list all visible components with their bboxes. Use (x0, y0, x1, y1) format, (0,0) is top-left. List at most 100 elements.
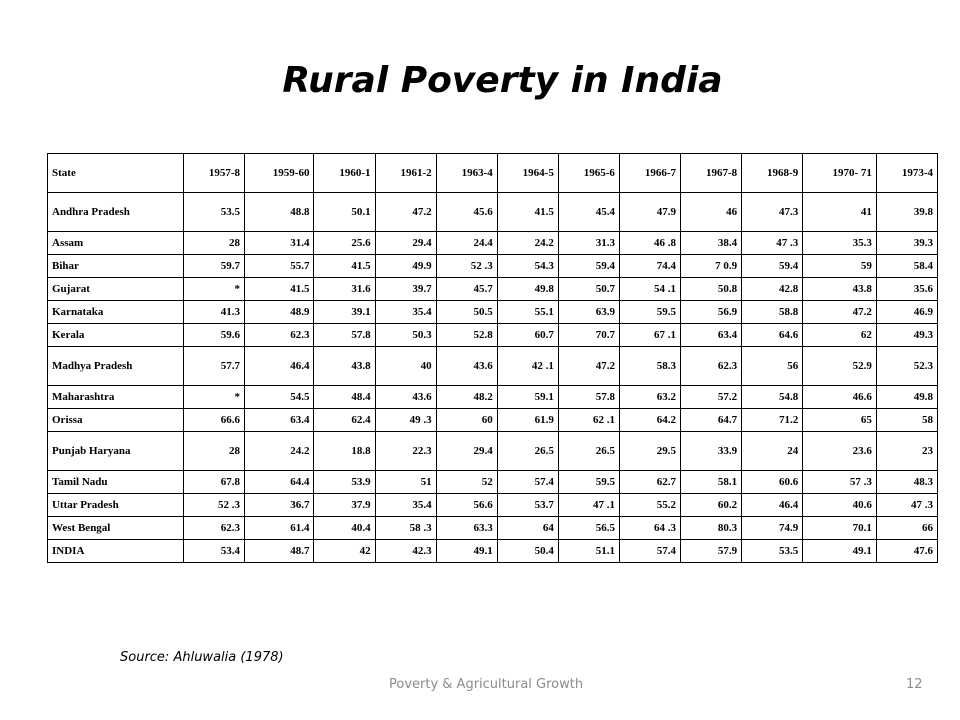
column-header: 1968-9 (741, 153, 804, 193)
column-header: 1967-8 (680, 153, 743, 193)
poverty-value-cell: 31.3 (557, 231, 620, 255)
poverty-value-cell: 48.4 (313, 385, 376, 409)
column-header: 1964-5 (496, 153, 559, 193)
column-header: 1959-60 (244, 153, 315, 193)
table-row: Tamil Nadu 67.8 64.4 53.9 51 52 57.4 59.5 62.7 58… (47, 470, 939, 494)
poverty-value-cell: 57.9 (680, 539, 743, 563)
poverty-value-cell: 60.7 (496, 323, 559, 347)
poverty-value-cell: 58.4 (875, 254, 939, 278)
poverty-value-cell: 47.2 (374, 192, 437, 232)
poverty-value-cell: 49.8 (875, 385, 939, 409)
poverty-value-cell: 35.4 (374, 493, 437, 517)
poverty-value-cell: 31.4 (244, 231, 315, 255)
poverty-value-cell: 46 .8 (618, 231, 682, 255)
state-name-cell: Gujarat (47, 277, 184, 301)
poverty-value-cell: 64.6 (741, 323, 804, 347)
table-body: Andhra Pradesh 53.5 48.8 50.1 47.2 45.6 41.5 45… (47, 192, 939, 563)
poverty-value-cell: 58.3 (618, 346, 682, 386)
poverty-value-cell: 47 .3 (875, 493, 939, 517)
poverty-value-cell: 55.7 (244, 254, 315, 278)
poverty-value-cell: 38.4 (680, 231, 743, 255)
poverty-value-cell: 29.5 (618, 431, 682, 471)
table-row: Gujarat * 41.5 31.6 39.7 45.7 49.8 50.7 54 .1 50.… (47, 277, 939, 301)
poverty-value-cell: 67 .1 (618, 323, 682, 347)
poverty-value-cell: 62 .1 (557, 408, 620, 432)
poverty-value-cell: 42.8 (741, 277, 804, 301)
poverty-value-cell: 54 .1 (618, 277, 682, 301)
poverty-value-cell: 22.3 (374, 431, 437, 471)
poverty-value-cell: 37.9 (313, 493, 376, 517)
source-note: Source: Ahluwalia (1978) (120, 650, 284, 665)
poverty-value-cell: 46.6 (802, 385, 877, 409)
poverty-value-cell: 64 .3 (618, 516, 682, 540)
poverty-value-cell: 29.4 (435, 431, 498, 471)
poverty-value-cell: 48.9 (244, 300, 315, 324)
table-row: INDIA 53.4 48.7 42 42.3 49.1 50.4 51.1 57.4 57.9 5… (47, 539, 939, 563)
poverty-value-cell: 63.4 (244, 408, 315, 432)
state-name-cell: Andhra Pradesh (47, 192, 184, 232)
poverty-value-cell: 57.8 (557, 385, 620, 409)
poverty-value-cell: 53.9 (313, 470, 376, 494)
table-row: Punjab Haryana 28 24.2 18.8 22.3 29.4 26.5 26.5… (47, 431, 939, 471)
table-row: Maharashtra * 54.5 48.4 43.6 48.2 59.1 57.8 63.2… (47, 385, 939, 409)
poverty-value-cell: 62.3 (244, 323, 315, 347)
state-name-cell: INDIA (47, 539, 184, 563)
poverty-value-cell: 62.7 (618, 470, 682, 494)
poverty-value-cell: 39.8 (875, 192, 939, 232)
poverty-value-cell: 54.3 (496, 254, 559, 278)
state-name-cell: West Bengal (47, 516, 184, 540)
table-row: Karnataka 41.3 48.9 39.1 35.4 50.5 55.1 63.9 59.… (47, 300, 939, 324)
poverty-value-cell: 56.9 (680, 300, 743, 324)
poverty-value-cell: 59 (802, 254, 877, 278)
poverty-value-cell: 41.5 (244, 277, 315, 301)
poverty-value-cell: 59.1 (496, 385, 559, 409)
state-name-cell: Uttar Pradesh (47, 493, 184, 517)
poverty-value-cell: 40 (374, 346, 437, 386)
poverty-value-cell: 41.5 (313, 254, 376, 278)
poverty-value-cell: 58 .3 (374, 516, 437, 540)
table-row: Bihar 59.7 55.7 41.5 49.9 52 .3 54.3 59.4 74.4 7 … (47, 254, 939, 278)
poverty-value-cell: 57.2 (680, 385, 743, 409)
column-header: 1965-6 (557, 153, 620, 193)
poverty-value-cell: 59.5 (618, 300, 682, 324)
poverty-value-cell: 56.6 (435, 493, 498, 517)
poverty-value-cell: 35.6 (875, 277, 939, 301)
poverty-value-cell: 46 (680, 192, 743, 232)
poverty-value-cell: 47.2 (802, 300, 877, 324)
poverty-value-cell: 63.9 (557, 300, 620, 324)
poverty-value-cell: 65 (802, 408, 877, 432)
poverty-value-cell: 62 (802, 323, 877, 347)
poverty-value-cell: 64.4 (244, 470, 315, 494)
poverty-value-cell: 43.8 (313, 346, 376, 386)
poverty-value-cell: 47 .3 (741, 231, 804, 255)
poverty-value-cell: 40.6 (802, 493, 877, 517)
state-name-cell: Karnataka (47, 300, 184, 324)
poverty-value-cell: 50.1 (313, 192, 376, 232)
poverty-value-cell: 62.3 (182, 516, 246, 540)
poverty-value-cell: 60 (435, 408, 498, 432)
poverty-value-cell: 67.8 (182, 470, 246, 494)
poverty-value-cell: 48.2 (435, 385, 498, 409)
poverty-value-cell: 50.7 (557, 277, 620, 301)
poverty-value-cell: 53.5 (741, 539, 804, 563)
poverty-value-cell: 7 0.9 (680, 254, 743, 278)
poverty-value-cell: 40.4 (313, 516, 376, 540)
poverty-value-cell: 49 .3 (374, 408, 437, 432)
poverty-value-cell: 47.6 (875, 539, 939, 563)
header-row: State 1957-8 1959-60 1960-1 1961-2 1963-… (47, 153, 939, 193)
poverty-value-cell: 71.2 (741, 408, 804, 432)
poverty-value-cell: 46.4 (741, 493, 804, 517)
poverty-value-cell: 51 (374, 470, 437, 494)
poverty-value-cell: 47.3 (741, 192, 804, 232)
poverty-value-cell: 42 (313, 539, 376, 563)
poverty-value-cell: 47.9 (618, 192, 682, 232)
poverty-value-cell: 36.7 (244, 493, 315, 517)
poverty-value-cell: 41.5 (496, 192, 559, 232)
poverty-value-cell: 55.2 (618, 493, 682, 517)
poverty-value-cell: 58.1 (680, 470, 743, 494)
poverty-value-cell: * (182, 385, 246, 409)
poverty-value-cell: 55.1 (496, 300, 559, 324)
poverty-value-cell: 61.9 (496, 408, 559, 432)
poverty-value-cell: 26.5 (557, 431, 620, 471)
poverty-value-cell: 66 (875, 516, 939, 540)
